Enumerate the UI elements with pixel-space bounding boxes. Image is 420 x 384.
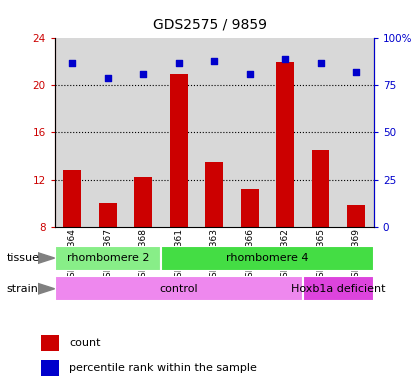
Point (176, 60, 182, 66)
Bar (303, 276, 374, 301)
Point (246, 71, 253, 77)
Bar (55, 38, 90, 227)
Bar (312, 150, 329, 227)
Point (317, 60, 324, 66)
Bar (232, 38, 268, 227)
Bar (90, 38, 126, 227)
Text: strain: strain (6, 284, 38, 294)
Point (353, 69, 360, 75)
Point (69, 60, 76, 66)
Bar (276, 62, 294, 227)
Bar (134, 177, 152, 227)
Bar (197, 38, 232, 227)
Polygon shape (38, 283, 55, 294)
Bar (55, 246, 161, 271)
Bar (303, 38, 339, 227)
Bar (161, 38, 197, 227)
Bar (55, 276, 303, 301)
Bar (126, 38, 161, 227)
Text: Hoxb1a deficient: Hoxb1a deficient (291, 284, 386, 294)
Text: tissue: tissue (6, 253, 39, 263)
Point (282, 56, 289, 62)
Text: control: control (160, 284, 198, 294)
Bar (170, 74, 188, 227)
Bar (205, 162, 223, 227)
Bar (161, 246, 374, 271)
Bar (63, 170, 81, 227)
Bar (241, 189, 259, 227)
Text: rhombomere 2: rhombomere 2 (66, 253, 149, 263)
Point (140, 71, 147, 77)
Text: percentile rank within the sample: percentile rank within the sample (69, 363, 257, 373)
Polygon shape (38, 253, 55, 263)
Bar (268, 38, 303, 227)
Text: rhombomere 4: rhombomere 4 (226, 253, 309, 263)
Text: GDS2575 / 9859: GDS2575 / 9859 (153, 17, 267, 31)
Point (105, 75, 111, 81)
Bar (339, 38, 374, 227)
Bar (347, 205, 365, 227)
Point (211, 58, 218, 64)
Bar (41, 335, 59, 351)
Bar (99, 203, 117, 227)
Bar (41, 360, 59, 376)
Text: count: count (69, 338, 101, 348)
